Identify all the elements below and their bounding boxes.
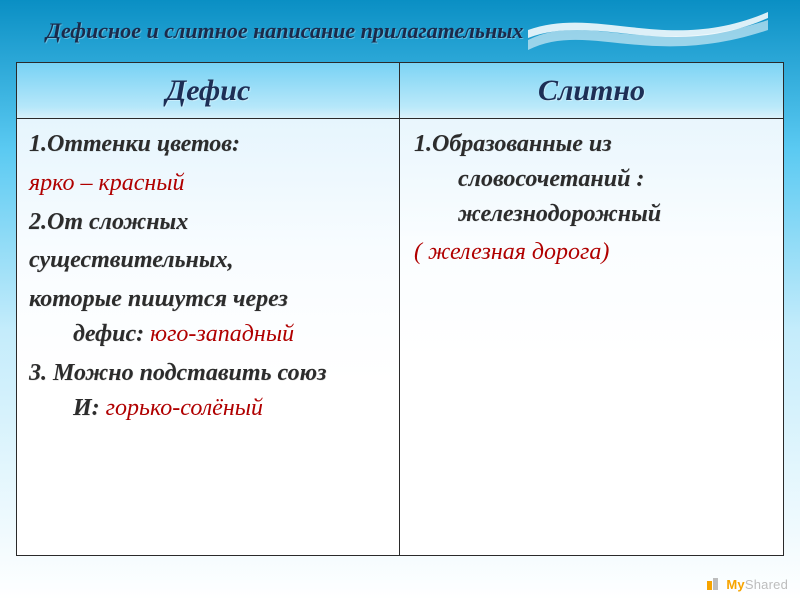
watermark-left: My (726, 577, 744, 592)
rule-example: железнодорожный (458, 201, 661, 227)
watermark-right: Shared (745, 577, 788, 592)
watermark: MyShared (707, 577, 788, 592)
rule-text: 1.Оттенки цветов: (29, 131, 240, 157)
rule-text-cont: дефис: (73, 321, 150, 347)
rule-item: существительных, (29, 243, 387, 278)
rule-example: юго-западный (150, 321, 294, 347)
column-body-hyphen: 1.Оттенки цветов: ярко – красный 2.От сл… (17, 119, 399, 555)
rule-text: которые пишутся через (29, 286, 288, 312)
rule-item: которые пишутся через дефис: юго-западны… (29, 282, 387, 352)
rule-text: 2.От сложных (29, 209, 188, 235)
watermark-icon (707, 578, 723, 590)
rule-text: 3. Можно подставить союз (29, 360, 326, 386)
column-together: Слитно 1.Образованные из словосочетаний … (400, 63, 783, 555)
rule-item: 1.Образованные из словосочетаний : желез… (414, 127, 771, 231)
rule-example: ( железная дорога) (414, 239, 609, 265)
column-header-together: Слитно (400, 63, 783, 119)
rule-text: 1.Образованные из (414, 131, 612, 157)
rules-table: Дефис 1.Оттенки цветов: ярко – красный 2… (16, 62, 784, 556)
rule-text-cont: словосочетаний : (458, 166, 644, 192)
title-bar: Дефисное и слитное написание прилагатель… (0, 0, 800, 62)
rule-item: 2.От сложных (29, 205, 387, 240)
rule-item: 1.Оттенки цветов: (29, 127, 387, 162)
rule-item: 3. Можно подставить союз И: горько-солён… (29, 356, 387, 426)
column-body-together: 1.Образованные из словосочетаний : желез… (400, 119, 783, 555)
column-header-hyphen: Дефис (17, 63, 399, 119)
column-hyphen: Дефис 1.Оттенки цветов: ярко – красный 2… (17, 63, 400, 555)
slide-title: Дефисное и слитное написание прилагатель… (46, 18, 523, 44)
rule-item: ярко – красный (29, 166, 387, 201)
rule-text-cont: И: (73, 395, 106, 421)
rule-example: ярко – красный (29, 170, 185, 196)
rule-example: горько-солёный (106, 395, 263, 421)
rule-item: ( железная дорога) (414, 235, 771, 270)
rule-text: существительных, (29, 247, 234, 273)
slide-root: Дефисное и слитное написание прилагатель… (0, 0, 800, 600)
